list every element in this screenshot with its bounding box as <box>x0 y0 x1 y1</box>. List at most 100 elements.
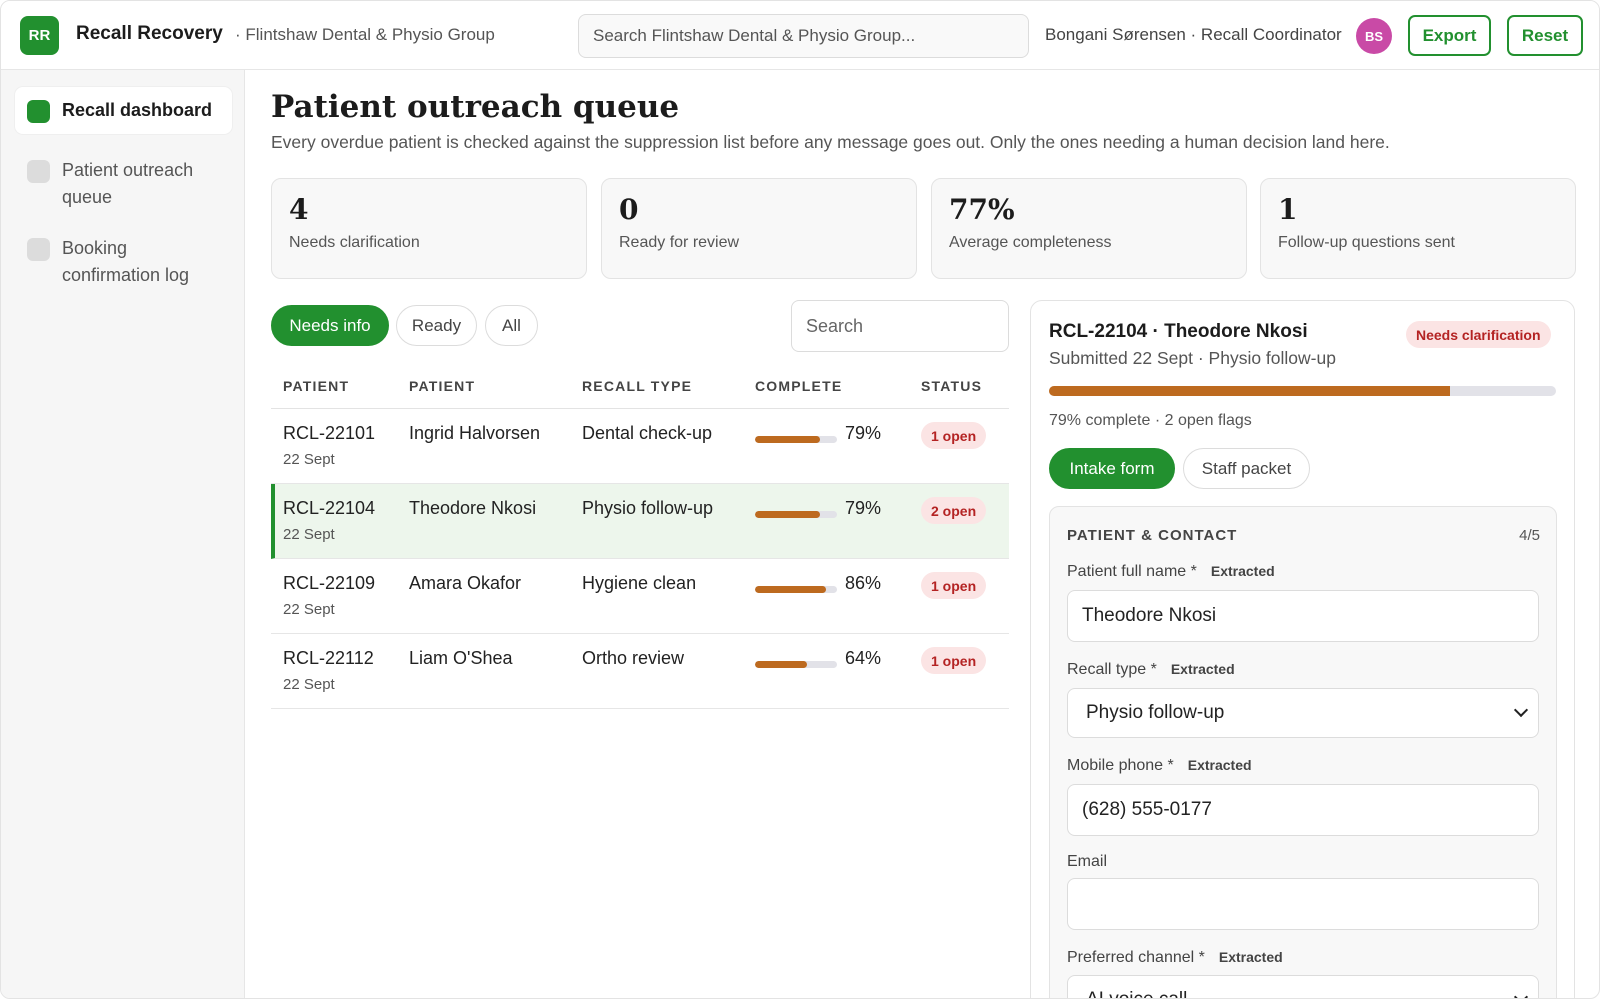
patient-name: Theodore Nkosi <box>409 498 537 518</box>
recall-type-select[interactable]: Physio follow-up <box>1067 688 1539 738</box>
avatar[interactable]: BS <box>1356 18 1392 54</box>
completeness-percent: 86% <box>845 573 882 593</box>
column-header-patient[interactable]: PATIENT <box>409 378 476 394</box>
completeness-percent: 79% <box>845 498 882 518</box>
table-row-selected[interactable]: RCL-22104 22 Sept Theodore Nkosi Physio … <box>271 484 1009 559</box>
stat-value: 1 <box>1278 193 1298 226</box>
org-name: · Flintshaw Dental & Physio Group <box>235 25 495 44</box>
field-label: Preferred channel * Extracted <box>1067 949 1283 967</box>
section-title: PATIENT & CONTACT <box>1067 527 1238 544</box>
completeness-percent: 64% <box>845 648 882 668</box>
field-label: Mobile phone * Extracted <box>1067 757 1252 775</box>
filter-needs-info[interactable]: Needs info <box>271 305 389 346</box>
chevron-down-icon <box>1513 989 1529 998</box>
status-badge: 1 open <box>921 572 987 599</box>
table-header: PATIENT PATIENT RECALL TYPE COMPLETE STA… <box>271 369 1009 409</box>
user-info: Bongani Sørensen · Recall Coordinator <box>1045 25 1342 44</box>
completeness-bar-fill <box>755 436 820 443</box>
patient-id: RCL-22112 <box>283 648 374 668</box>
sidebar-item-patient-outreach-queue[interactable]: Patient outreach queue <box>15 147 232 221</box>
recall-type: Hygiene clean <box>582 573 697 593</box>
table-row[interactable]: RCL-22112 22 Sept Liam O'Shea Ortho revi… <box>271 634 1009 709</box>
recall-type: Physio follow-up <box>582 498 714 518</box>
column-header-id[interactable]: PATIENT <box>283 378 350 394</box>
completeness-bar <box>755 511 837 518</box>
filter-all[interactable]: All <box>485 305 538 346</box>
reset-button[interactable]: Reset <box>1507 15 1583 56</box>
sidebar-item-recall-dashboard[interactable]: Recall dashboard <box>15 87 232 134</box>
completeness-bar-fill <box>755 586 826 593</box>
app-logo: RR <box>20 16 59 55</box>
detail-meta: 79% complete · 2 open flags <box>1049 412 1252 429</box>
column-header-status[interactable]: STATUS <box>921 378 983 394</box>
mobile-phone-field[interactable] <box>1067 784 1539 836</box>
patient-contact-section: PATIENT & CONTACT 4/5 Patient full name … <box>1049 506 1557 998</box>
stat-card-follow-up-questions: 1 Follow-up questions sent <box>1260 178 1576 279</box>
completeness-bar-fill <box>755 661 808 668</box>
sidebar-item-label: Booking confirmation log <box>62 238 190 285</box>
table-row[interactable]: RCL-22101 22 Sept Ingrid Halvorsen Denta… <box>271 409 1009 484</box>
sidebar-item-booking-confirmation-log[interactable]: Booking confirmation log <box>15 225 232 299</box>
recall-type: Dental check-up <box>582 423 713 443</box>
app-name: Recall Recovery <box>76 23 223 44</box>
completeness-percent: 79% <box>845 423 882 443</box>
extracted-tag: Extracted <box>1187 757 1252 773</box>
field-label-text: Mobile phone * <box>1067 757 1174 774</box>
extracted-tag: Extracted <box>1218 949 1283 965</box>
stat-value: 4 <box>289 193 309 226</box>
column-header-complete[interactable]: COMPLETE <box>755 378 843 394</box>
tab-staff-packet[interactable]: Staff packet <box>1183 448 1310 489</box>
export-button[interactable]: Export <box>1408 15 1491 56</box>
stat-label: Follow-up questions sent <box>1278 234 1455 251</box>
status-badge: 2 open <box>921 497 987 524</box>
patient-id: RCL-22104 <box>283 498 376 518</box>
patient-name: Amara Okafor <box>409 573 522 593</box>
recall-type: Ortho review <box>582 648 685 668</box>
stat-label: Average completeness <box>949 234 1112 251</box>
submitted-date: 22 Sept <box>283 676 335 693</box>
detail-subtitle: Submitted 22 Sept · Physio follow-up <box>1049 348 1336 368</box>
completeness-bar <box>755 436 837 443</box>
extracted-tag: Extracted <box>1210 563 1275 579</box>
detail-progress-bar <box>1049 386 1556 396</box>
field-label: Patient full name * Extracted <box>1067 563 1275 581</box>
completeness-bar <box>755 586 837 593</box>
stat-card-ready-for-review: 0 Ready for review <box>601 178 917 279</box>
email-field[interactable] <box>1067 878 1539 930</box>
page-title: Patient outreach queue <box>271 89 680 125</box>
detail-title: RCL-22104 · Theodore Nkosi <box>1049 321 1308 342</box>
detail-progress-fill <box>1049 386 1450 396</box>
status-badge: Needs clarification <box>1406 321 1551 348</box>
field-label-text: Email <box>1067 853 1108 870</box>
tab-intake-form[interactable]: Intake form <box>1049 448 1175 489</box>
top-bar: RR Recall Recovery · Flintshaw Dental & … <box>1 1 1599 70</box>
patient-full-name-field[interactable] <box>1067 590 1539 642</box>
patient-id: RCL-22101 <box>283 423 376 443</box>
submitted-date: 22 Sept <box>283 601 335 618</box>
sidebar-item-label: Recall dashboard <box>62 100 213 120</box>
field-label: Recall type * Extracted <box>1067 661 1235 679</box>
patient-name: Liam O'Shea <box>409 648 513 668</box>
field-label-text: Recall type * <box>1067 661 1157 678</box>
column-header-recall-type[interactable]: RECALL TYPE <box>582 378 693 394</box>
sidebar-item-label: Patient outreach queue <box>62 160 194 207</box>
stat-value: 77% <box>949 193 1015 226</box>
stat-label: Needs clarification <box>289 234 420 251</box>
patient-name: Ingrid Halvorsen <box>409 423 541 443</box>
table-row[interactable]: RCL-22109 22 Sept Amara Okafor Hygiene c… <box>271 559 1009 634</box>
square-icon <box>27 160 50 183</box>
table-search-input[interactable] <box>791 300 1009 352</box>
sidebar: Recall dashboard Patient outreach queue … <box>1 70 245 998</box>
select-value: Physio follow-up <box>1086 702 1225 723</box>
extracted-tag: Extracted <box>1170 661 1235 677</box>
filter-ready[interactable]: Ready <box>396 305 477 346</box>
preferred-channel-select[interactable]: AI voice call <box>1067 975 1539 998</box>
global-search-input[interactable] <box>578 14 1029 58</box>
completeness-bar <box>755 661 837 668</box>
field-label-text: Patient full name * <box>1067 563 1197 580</box>
stat-label: Ready for review <box>619 234 740 251</box>
status-badge: 1 open <box>921 422 987 449</box>
patient-id: RCL-22109 <box>283 573 376 593</box>
section-count: 4/5 <box>1519 527 1540 544</box>
